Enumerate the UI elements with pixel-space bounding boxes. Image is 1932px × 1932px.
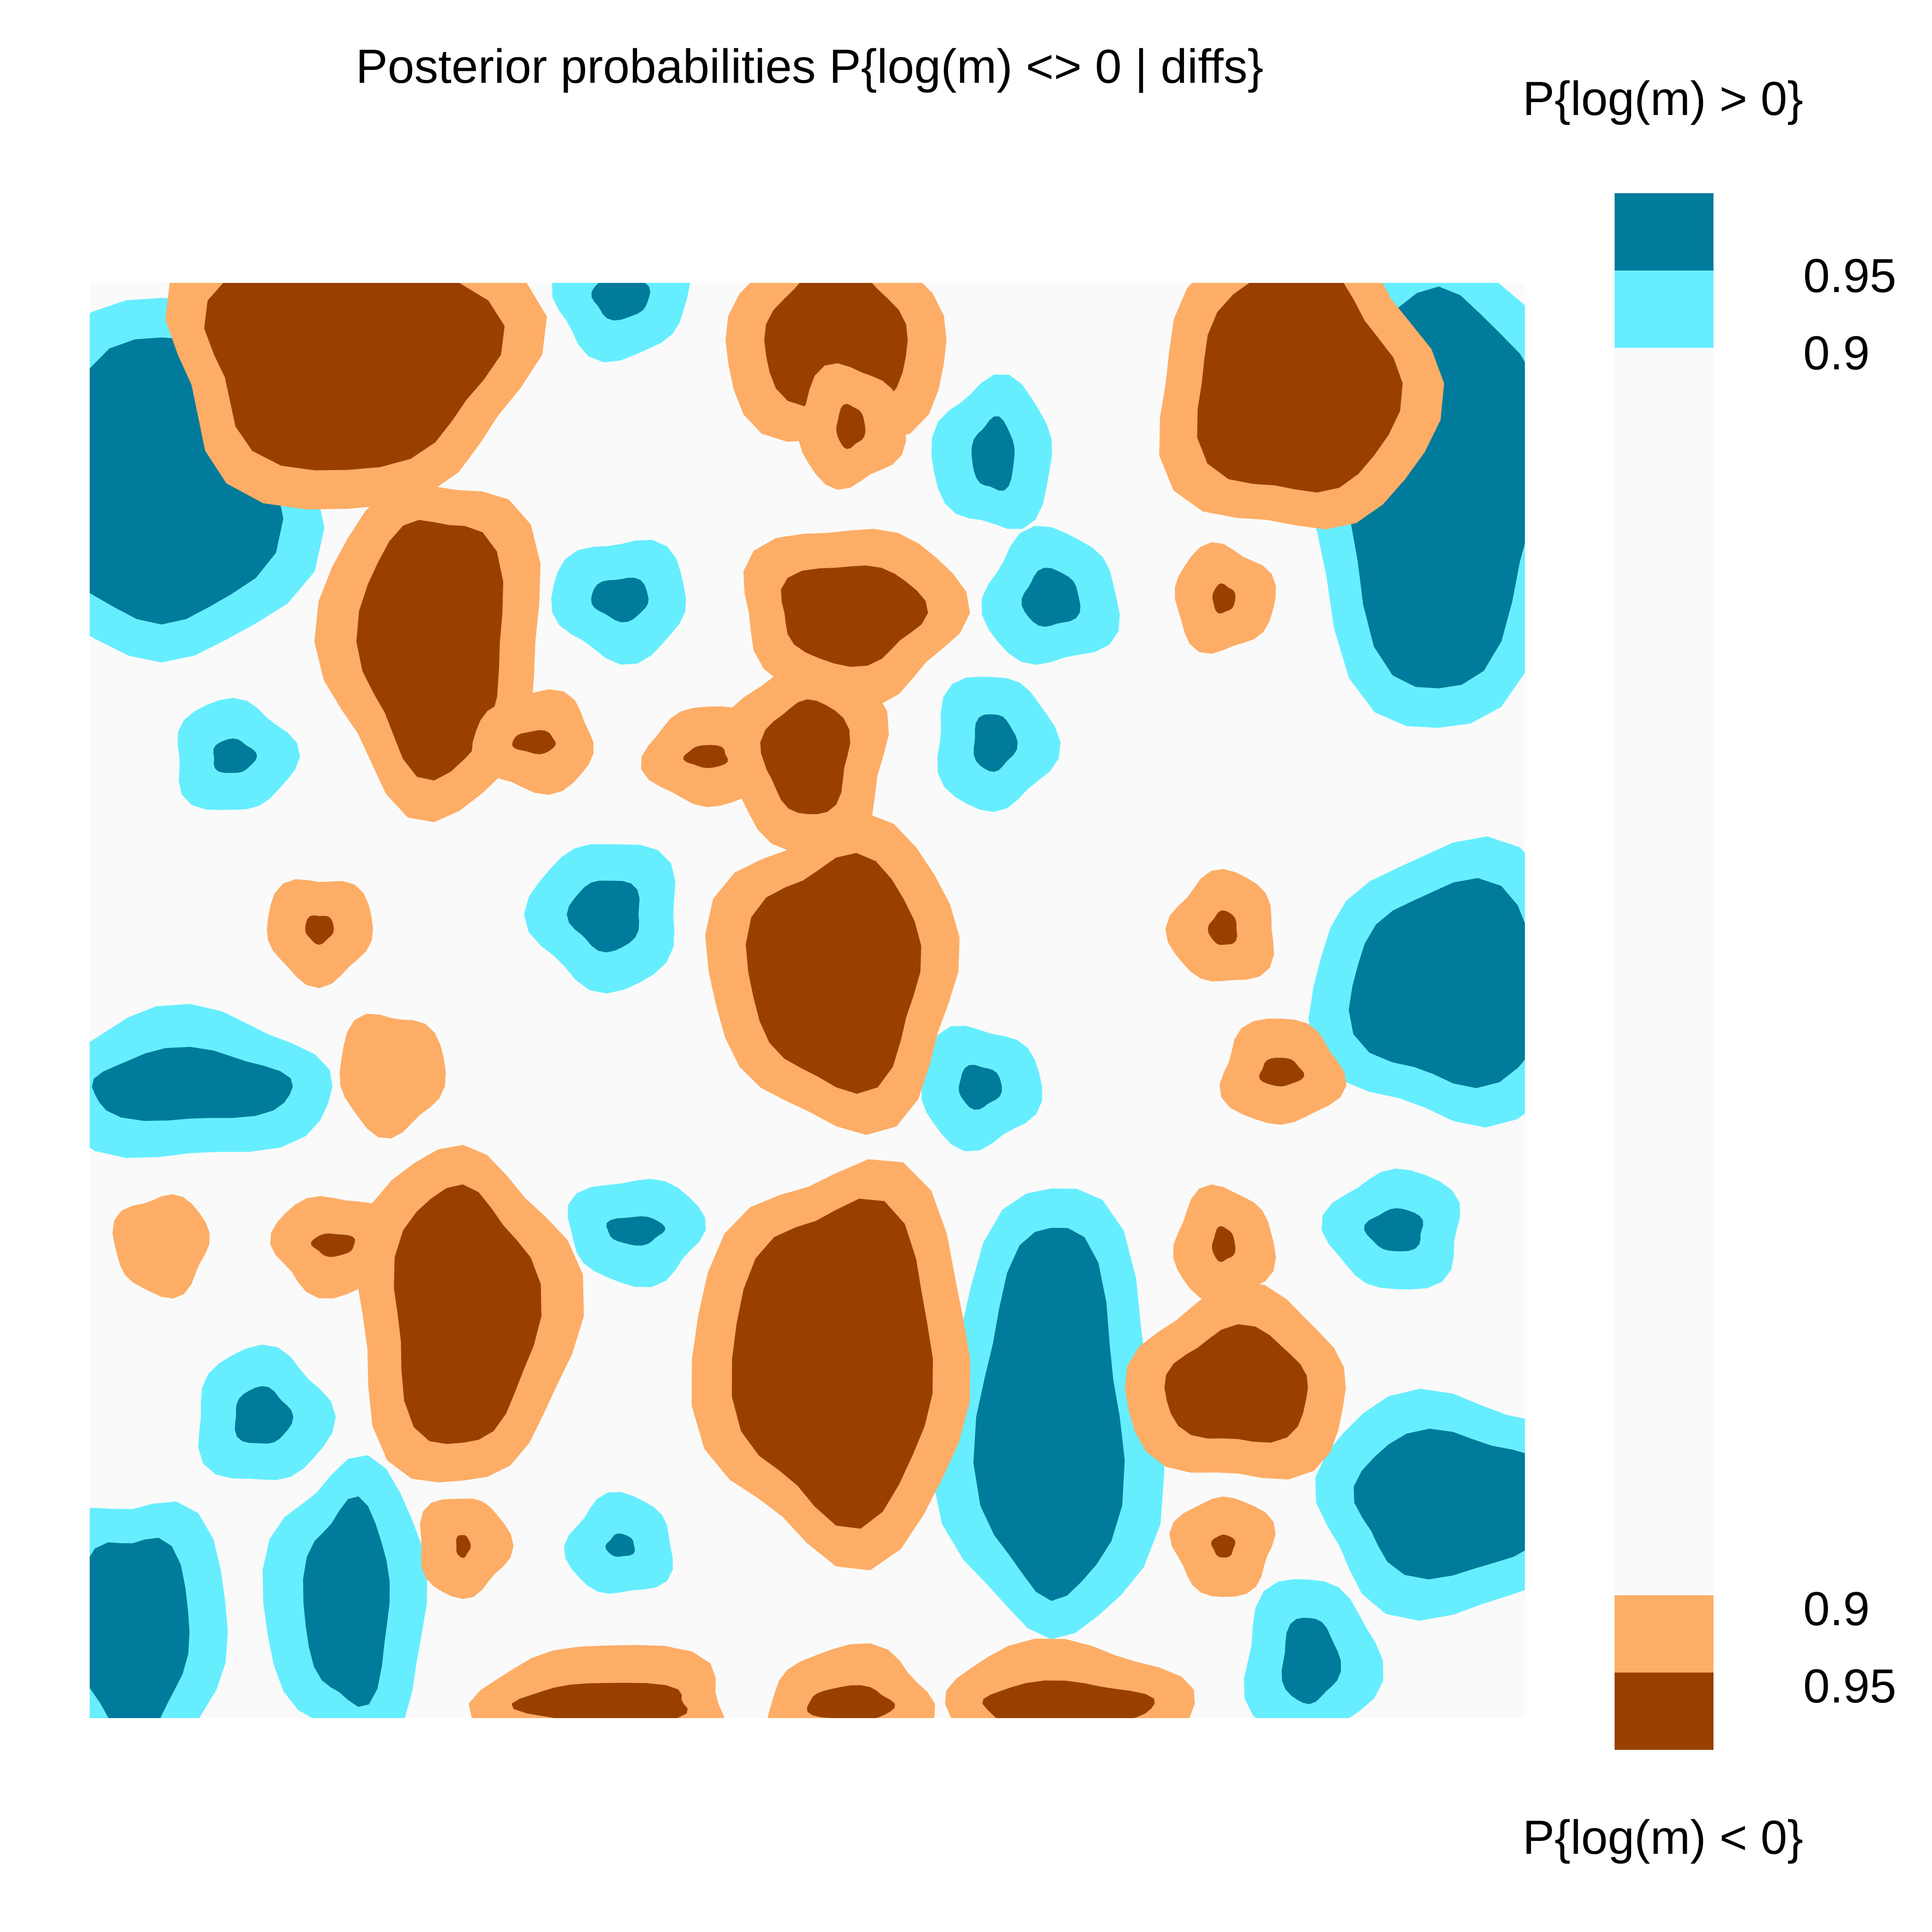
region-neg-left-lower-inner bbox=[394, 1184, 541, 1444]
plot-area bbox=[90, 283, 1525, 1718]
region-neg-center-bottom-small-inner bbox=[456, 1535, 471, 1558]
legend-label-negative-0-95: 0.95 bbox=[1803, 1660, 1896, 1713]
region-pos-right-lower-cluster-inner bbox=[1353, 1428, 1525, 1580]
region-neg-center-upper-small-inner bbox=[683, 745, 728, 768]
region-neg-right-lower-small-inner bbox=[1212, 1226, 1236, 1262]
region-neg-right-mid-small-2-inner bbox=[1259, 1058, 1305, 1087]
legend-label-positive-0-9: 0.9 bbox=[1803, 327, 1870, 380]
region-neg-center-upper-2-inner bbox=[760, 699, 851, 814]
region-pos-center-mid-inner bbox=[567, 880, 640, 953]
region-pos-right-bottom-inner bbox=[1282, 1617, 1341, 1704]
region-neg-left-upper-inner bbox=[356, 520, 503, 781]
region-neg-top-left-inner bbox=[204, 283, 505, 471]
region-neg-bottom-2-outer bbox=[768, 1643, 935, 1718]
region-pos-left-upper-small-inner bbox=[213, 738, 257, 773]
region-pos-right-upper-1-inner bbox=[972, 416, 1015, 491]
chart-title: Posterior probabilities P{log(m) <> 0 | … bbox=[356, 40, 1263, 93]
region-neg-top-right-inner bbox=[1197, 283, 1403, 493]
region-neg-left-lower-small-inner bbox=[311, 1233, 355, 1257]
legend-bar bbox=[1615, 193, 1714, 1750]
region-pos-right-upper-3-inner bbox=[973, 714, 1018, 772]
region-neg-top-center-small-inner bbox=[836, 403, 866, 449]
region-pos-center-bottom-small-inner bbox=[605, 1533, 635, 1557]
region-pos-right-mid-inner bbox=[1349, 878, 1525, 1088]
region-pos-center-upper-1-inner bbox=[591, 577, 649, 622]
region-neg-top-center-inner bbox=[764, 283, 908, 406]
region-neg-center-lower-inner bbox=[732, 1198, 933, 1529]
region-neg-center-mid-inner bbox=[746, 853, 921, 1094]
region-neg-right-lower-inner bbox=[1164, 1324, 1308, 1443]
region-pos-center-lower-tall-inner bbox=[973, 1228, 1125, 1601]
legend-top-title: P{log(m) > 0} bbox=[1523, 72, 1803, 126]
region-pos-top-center-small-inner bbox=[591, 283, 650, 321]
region-pos-left-mid-inner bbox=[92, 1046, 293, 1121]
region-neg-right-bottom-small-inner bbox=[1211, 1535, 1236, 1558]
legend-swatch-negative-0-95 bbox=[1615, 1673, 1714, 1750]
region-pos-left-bottom-2-inner bbox=[303, 1496, 390, 1707]
region-neg-left-mid-small-inner bbox=[305, 915, 334, 945]
region-neg-right-mid-small-inner bbox=[1208, 910, 1237, 945]
legend-swatch-negative-0-9 bbox=[1615, 1595, 1714, 1673]
legend-bottom-title: P{log(m) < 0} bbox=[1523, 1811, 1803, 1864]
region-neg-left-upper-small-inner bbox=[512, 730, 556, 754]
region-pos-top-center-small-outer bbox=[552, 283, 690, 362]
region-pos-right-lower-small-inner bbox=[1364, 1208, 1423, 1252]
legend-label-negative-0-9: 0.9 bbox=[1803, 1582, 1870, 1636]
region-pos-left-bottom-1-inner bbox=[90, 1538, 190, 1718]
region-pos-right-upper-2-inner bbox=[1022, 568, 1081, 627]
region-neg-bottom-2-inner bbox=[807, 1685, 895, 1718]
legend-swatch-positive-0-9 bbox=[1615, 270, 1714, 348]
region-neg-right-upper-small-inner bbox=[1212, 583, 1236, 614]
legend-swatch-positive-0-95 bbox=[1615, 193, 1714, 270]
legend-label-positive-0-95: 0.95 bbox=[1803, 249, 1896, 303]
region-neg-bottom-3-inner bbox=[982, 1680, 1155, 1718]
region-neg-left-small-outline-outer bbox=[112, 1194, 210, 1299]
region-neg-center-upper-inner bbox=[781, 565, 928, 667]
region-neg-bottom-1-inner bbox=[511, 1683, 688, 1718]
legend: 0.95 0.9 0.9 0.95 bbox=[1615, 193, 1896, 1750]
region-pos-center-mid-small-inner bbox=[959, 1064, 1002, 1110]
region-pos-left-lower-small-inner bbox=[235, 1386, 293, 1444]
region-neg-left-mid-outline-outer bbox=[339, 1013, 446, 1138]
region-pos-center-lower-small-inner bbox=[606, 1216, 666, 1246]
